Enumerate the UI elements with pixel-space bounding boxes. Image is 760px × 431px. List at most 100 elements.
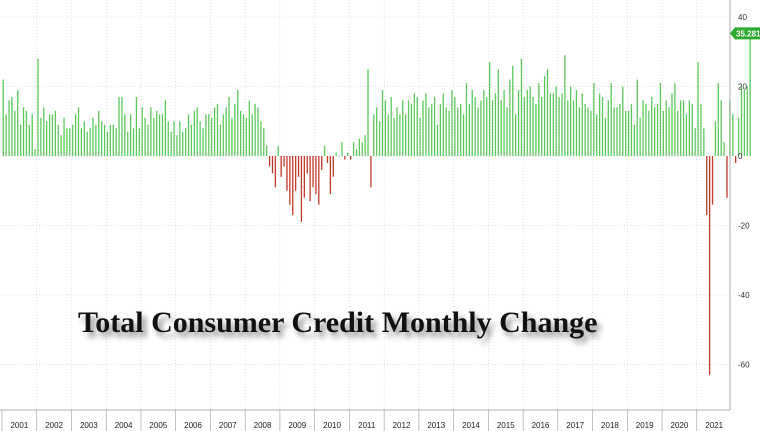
x-tick-label: 2007: [219, 421, 237, 430]
bar: [277, 145, 279, 156]
bar: [280, 156, 282, 177]
bar: [494, 93, 497, 156]
bar: [564, 55, 566, 156]
bar: [297, 156, 300, 177]
bar: [677, 110, 679, 156]
bar: [694, 128, 696, 156]
bar: [248, 100, 250, 156]
bar: [598, 93, 601, 156]
bar: [691, 103, 693, 156]
bar: [402, 100, 404, 156]
bar: [578, 107, 581, 156]
bar: [231, 117, 233, 156]
bar: [274, 156, 277, 188]
x-tick-label: 2009: [288, 421, 306, 430]
bar: [454, 96, 456, 156]
x-tick-label: 2004: [115, 421, 133, 430]
bar: [34, 149, 36, 156]
bar: [17, 89, 19, 156]
bar: [480, 100, 482, 156]
bar: [74, 114, 77, 156]
bar: [506, 107, 508, 156]
bar: [685, 114, 688, 156]
bar: [208, 114, 210, 156]
bar: [735, 156, 737, 163]
bar: [77, 107, 80, 156]
bar: [361, 142, 363, 156]
bar: [127, 131, 129, 156]
bar: [338, 156, 340, 157]
bar: [717, 83, 719, 156]
bar: [161, 114, 164, 156]
bar: [190, 124, 193, 156]
bar: [407, 100, 410, 156]
bar: [413, 93, 415, 156]
bar: [51, 114, 54, 156]
bar: [225, 107, 227, 156]
bar: [28, 124, 30, 156]
bar: [60, 135, 62, 156]
bar: [205, 114, 207, 156]
bar: [167, 121, 169, 156]
bar: [706, 156, 708, 216]
bar: [581, 93, 583, 156]
x-tick-label: 2002: [45, 421, 63, 430]
bar: [271, 156, 274, 174]
x-axis: 2001 2002 2003 2004 2005 2006 2007 2008 2009 2010…: [0, 409, 730, 431]
bar: [491, 100, 494, 156]
bar: [523, 96, 525, 156]
bar: [512, 65, 514, 156]
bar: [425, 93, 427, 156]
bar: [419, 117, 421, 156]
x-tick-label: 2005: [149, 421, 167, 430]
bar: [651, 96, 653, 156]
bar: [153, 117, 155, 156]
last-value-badge-shape: [730, 27, 760, 40]
bar: [543, 76, 546, 156]
bar-series: [2, 33, 751, 375]
bar: [509, 79, 511, 156]
bar: [457, 107, 459, 156]
x-tick-label: 2014: [462, 421, 480, 430]
bar: [25, 110, 28, 156]
bar: [529, 86, 531, 156]
x-tick-label: 2021: [705, 421, 723, 430]
bar: [604, 117, 607, 156]
x-tick-label: 2016: [532, 421, 550, 430]
bar: [549, 93, 552, 156]
bar: [326, 156, 329, 163]
bar: [352, 142, 355, 156]
bar: [656, 103, 659, 156]
bar: [245, 117, 248, 156]
x-tick-label: 2011: [358, 421, 376, 430]
bar: [321, 156, 323, 170]
bar: [465, 83, 468, 156]
bar: [373, 114, 375, 156]
bar: [665, 100, 667, 156]
bar: [257, 107, 259, 156]
bar: [567, 100, 569, 156]
bar: [433, 96, 436, 156]
bar: [289, 156, 291, 205]
y-tick-label: 20: [738, 83, 747, 92]
bar: [184, 128, 187, 156]
bar: [428, 107, 430, 156]
bar: [234, 103, 236, 156]
bar: [720, 100, 722, 156]
bar: [347, 152, 349, 156]
bar: [112, 124, 114, 156]
bar: [405, 114, 407, 156]
y-tick-label: -20: [738, 222, 750, 231]
bar: [315, 156, 317, 195]
bar: [570, 86, 572, 156]
bar: [80, 128, 83, 156]
bar: [37, 58, 39, 157]
bar: [633, 124, 636, 156]
bar: [92, 117, 94, 156]
bar: [497, 69, 499, 156]
bar: [129, 114, 132, 156]
bar: [86, 131, 88, 156]
bar: [141, 107, 143, 156]
bar: [700, 103, 702, 156]
